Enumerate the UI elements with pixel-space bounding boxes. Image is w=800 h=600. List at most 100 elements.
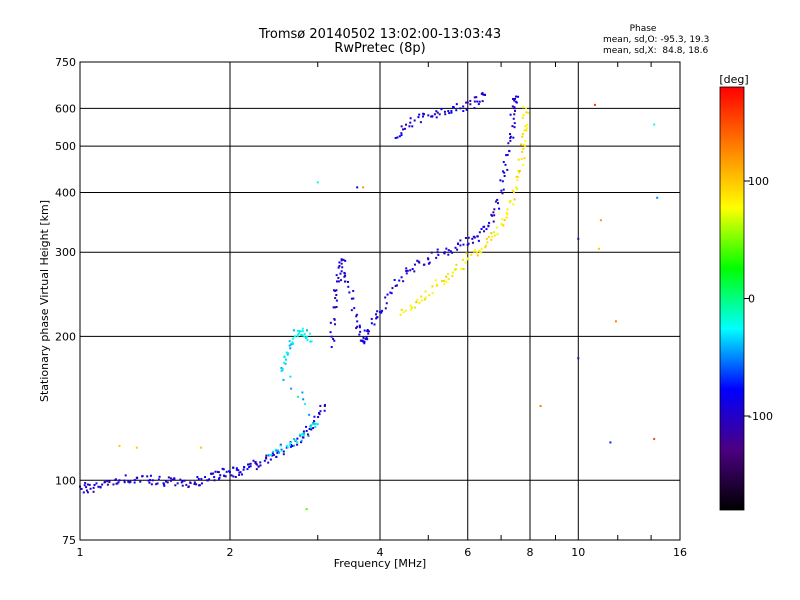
phase-heading: Phase xyxy=(630,24,657,34)
echo-point xyxy=(490,238,493,241)
echo-point xyxy=(408,125,411,128)
echo-point xyxy=(243,466,246,469)
echo-point xyxy=(335,289,338,292)
echo-point xyxy=(343,271,346,274)
echo-point xyxy=(386,293,389,296)
echo-point xyxy=(314,425,317,428)
echo-point xyxy=(162,482,165,485)
echo-point xyxy=(373,323,376,326)
echo-point xyxy=(290,387,293,390)
echo-point xyxy=(475,96,478,99)
echo-point xyxy=(344,259,347,262)
echo-point xyxy=(462,105,465,108)
echo-point xyxy=(341,266,344,269)
echo-point xyxy=(312,427,315,430)
echo-point xyxy=(93,484,96,487)
echo-point xyxy=(411,268,414,271)
echo-point xyxy=(405,267,408,270)
echo-point xyxy=(232,475,235,478)
echo-point xyxy=(362,336,365,339)
echo-point xyxy=(501,223,504,226)
outlier-point xyxy=(597,247,600,250)
echo-point xyxy=(400,134,403,137)
echo-point xyxy=(466,243,469,246)
echo-point xyxy=(361,339,364,342)
echo-point xyxy=(305,336,308,339)
echo-point xyxy=(218,476,221,479)
echo-point xyxy=(289,441,292,444)
echo-point xyxy=(435,284,438,287)
echo-point xyxy=(292,438,295,441)
echo-point xyxy=(515,186,518,189)
echo-point xyxy=(269,454,272,457)
echo-point xyxy=(420,295,423,298)
echo-point xyxy=(515,175,518,178)
echo-point xyxy=(459,107,462,110)
echo-point xyxy=(302,398,305,401)
outlier-point xyxy=(653,437,656,440)
echo-point xyxy=(139,480,142,483)
echo-point xyxy=(506,213,509,216)
echo-point xyxy=(483,230,486,233)
echo-point xyxy=(200,482,203,485)
echo-point xyxy=(318,412,321,415)
echo-point xyxy=(513,198,516,201)
echo-point xyxy=(521,135,524,138)
echo-point xyxy=(213,476,216,479)
echo-point xyxy=(440,108,443,111)
echo-point xyxy=(384,307,387,310)
echo-point xyxy=(269,458,272,461)
echo-point xyxy=(436,111,439,114)
echo-point xyxy=(443,251,446,254)
echo-point xyxy=(491,235,494,238)
echo-point xyxy=(288,344,291,347)
echo-point xyxy=(504,163,507,166)
echo-point xyxy=(218,477,221,480)
echo-point xyxy=(385,302,388,305)
echo-point xyxy=(390,292,393,295)
echo-point xyxy=(478,231,481,234)
echo-point xyxy=(505,154,508,157)
echo-point xyxy=(521,116,524,119)
echo-point xyxy=(323,404,326,407)
echo-point xyxy=(478,250,481,253)
echo-point xyxy=(290,443,293,446)
echo-point xyxy=(127,480,130,483)
echo-point xyxy=(492,220,495,223)
echo-point xyxy=(303,432,306,435)
echo-point xyxy=(506,208,509,211)
echo-point xyxy=(437,253,440,256)
echo-point xyxy=(272,450,275,453)
echo-point xyxy=(288,444,291,447)
echo-point xyxy=(435,116,438,119)
echo-point xyxy=(293,444,296,447)
echo-point xyxy=(436,283,439,286)
echo-point xyxy=(418,261,421,264)
echo-point xyxy=(340,258,343,261)
echo-point xyxy=(257,465,260,468)
echo-point xyxy=(484,93,487,96)
echo-point xyxy=(222,468,225,471)
echo-point xyxy=(106,480,109,483)
echo-point xyxy=(436,251,439,254)
echo-point xyxy=(375,316,378,319)
echo-point xyxy=(276,451,279,454)
echo-point xyxy=(309,332,312,335)
echo-point xyxy=(252,459,255,462)
echo-point xyxy=(370,317,373,320)
echo-point xyxy=(428,261,431,264)
echo-point xyxy=(356,320,359,323)
echo-point xyxy=(358,326,361,329)
outlier-point xyxy=(316,181,319,184)
echo-point xyxy=(301,391,304,394)
echo-point xyxy=(512,117,515,120)
echo-point xyxy=(445,280,448,283)
echo-point xyxy=(366,330,369,333)
echo-point xyxy=(167,476,170,479)
echo-point xyxy=(282,450,285,453)
echo-point xyxy=(112,483,115,486)
echo-point xyxy=(84,481,87,484)
echo-point xyxy=(525,127,528,130)
echo-point xyxy=(513,122,516,125)
echo-point xyxy=(492,211,495,214)
